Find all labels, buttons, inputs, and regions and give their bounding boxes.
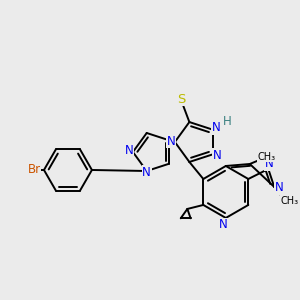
Text: N: N (212, 121, 220, 134)
Text: S: S (177, 93, 186, 106)
Text: N: N (275, 182, 284, 194)
Text: CH₃: CH₃ (258, 152, 276, 162)
Text: N: N (124, 145, 133, 158)
Text: N: N (142, 166, 151, 178)
Text: N: N (265, 158, 274, 170)
Text: Br: Br (27, 164, 40, 176)
Text: H: H (222, 115, 231, 128)
Text: N: N (167, 134, 175, 148)
Text: N: N (212, 149, 221, 162)
Text: N: N (218, 218, 227, 231)
Text: CH₃: CH₃ (280, 196, 298, 206)
